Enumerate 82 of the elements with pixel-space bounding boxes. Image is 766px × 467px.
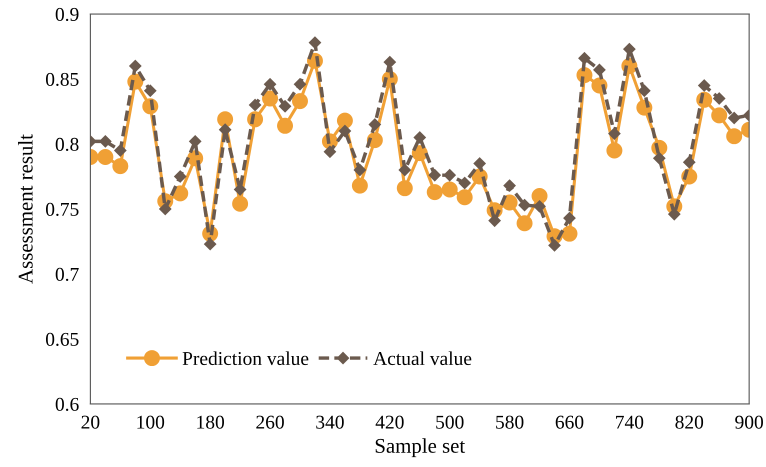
point (308, 36, 322, 49)
x-tick-label: 660 (556, 416, 584, 429)
point (474, 157, 486, 170)
point (638, 84, 650, 97)
x-tick-label: 20 (82, 416, 100, 429)
point (608, 127, 620, 140)
point (683, 156, 696, 168)
point (368, 118, 381, 131)
point (713, 92, 726, 105)
legend-label: Actual value (373, 351, 472, 366)
x-axis-title: Sample set (376, 438, 466, 458)
point (488, 214, 501, 227)
point (97, 149, 114, 165)
point (426, 184, 443, 200)
point (338, 124, 352, 138)
y-tick-label: 0.9 (56, 8, 78, 22)
point (262, 90, 278, 106)
point (728, 112, 740, 124)
point (336, 112, 353, 129)
point (294, 78, 306, 90)
point (204, 238, 216, 250)
point (398, 164, 411, 176)
point (278, 100, 292, 112)
x-tick-label: 180 (197, 416, 224, 429)
point (711, 107, 728, 124)
x-tick-label: 500 (436, 416, 464, 429)
point (504, 179, 516, 192)
point (428, 169, 441, 182)
x-tick-label: 100 (137, 416, 164, 429)
point (174, 170, 186, 183)
point (112, 158, 128, 174)
legend-label: Prediction value (182, 351, 308, 366)
point (159, 202, 172, 216)
point (518, 198, 531, 212)
point (562, 226, 578, 242)
point (144, 84, 156, 97)
point (232, 196, 248, 212)
y-tick-label: 0.75 (46, 202, 79, 216)
point (606, 142, 622, 158)
point (129, 60, 142, 72)
x-tick-label: 420 (376, 416, 404, 429)
point (99, 135, 112, 148)
point (114, 144, 126, 157)
x-tick-label: 260 (256, 416, 284, 429)
point (653, 152, 666, 164)
point (277, 118, 294, 134)
y-tick-label: 0.8 (56, 138, 79, 152)
y-tick-label: 0.7 (56, 268, 79, 281)
point (578, 52, 591, 64)
point (292, 93, 308, 110)
point (414, 131, 426, 144)
point (217, 111, 234, 128)
point (668, 208, 680, 220)
x-tick-label: 900 (735, 416, 763, 429)
point (532, 188, 548, 204)
point (516, 215, 533, 232)
point (563, 212, 576, 224)
point (248, 98, 262, 112)
y-tick-label: 0.85 (46, 72, 79, 86)
point (444, 169, 456, 182)
point (456, 189, 473, 206)
point (172, 185, 188, 202)
point (352, 178, 368, 194)
point (264, 78, 276, 90)
x-tick-label: 340 (316, 416, 344, 429)
point (324, 146, 336, 158)
point (396, 180, 413, 196)
x-tick-label: 580 (496, 416, 524, 429)
point (354, 164, 366, 176)
point (442, 182, 458, 198)
y-tick-label: 0.65 (46, 332, 79, 346)
point (458, 176, 471, 190)
point (548, 239, 561, 252)
point (593, 64, 606, 76)
point (533, 200, 546, 212)
x-tick-label: 820 (675, 416, 704, 429)
point (698, 79, 710, 92)
y-tick-label: 0.6 (56, 398, 79, 411)
x-tick-label: 740 (616, 416, 644, 429)
point (384, 56, 396, 68)
y-axis-title: Assessment result (18, 134, 33, 284)
point (726, 128, 742, 144)
